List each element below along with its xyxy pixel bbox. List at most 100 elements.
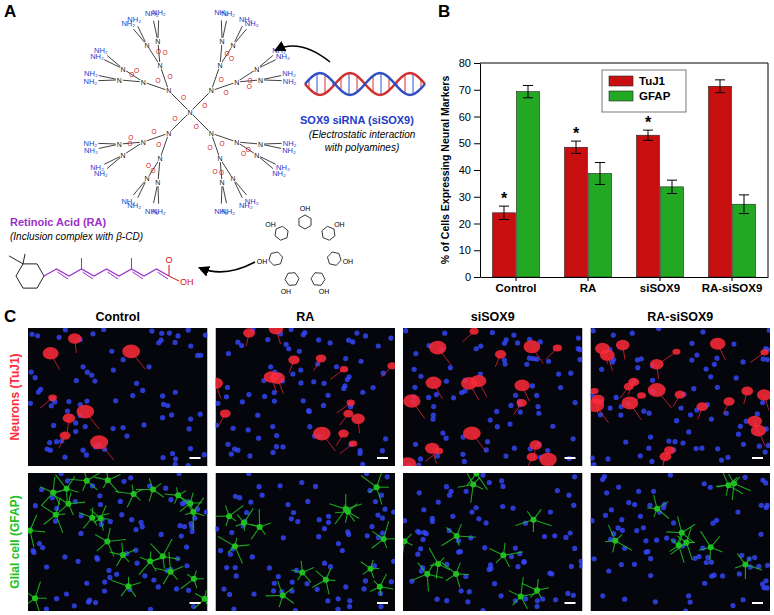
amine-label: NH₂ [245, 19, 259, 28]
neurite [438, 348, 452, 366]
nucleus [184, 544, 189, 549]
nucleus [363, 578, 368, 583]
scale-bar [752, 602, 763, 604]
x-axis: ControlRAsiSOX9RA-siSOX9 [481, 277, 769, 294]
glial-process [522, 583, 537, 590]
nucleus [565, 591, 570, 596]
nucleus [759, 503, 764, 508]
glial-process [513, 596, 521, 605]
neurite [607, 355, 612, 370]
glial-process [647, 507, 657, 509]
error-bar [499, 206, 509, 219]
nucleus [226, 351, 231, 356]
neurite [662, 352, 677, 362]
glial-process [496, 555, 503, 563]
neurite [462, 331, 474, 342]
y-tick: 10 [459, 244, 480, 256]
glucose-ring [311, 273, 325, 286]
glial-process [326, 580, 329, 595]
neurite [412, 401, 425, 418]
sirna-helix [305, 73, 425, 95]
nucleus [44, 564, 49, 569]
plot-frame [480, 63, 768, 277]
nitrogen-label: N [220, 38, 225, 45]
neurite [59, 436, 65, 448]
hydroxyl-label: OH [300, 205, 311, 212]
nucleus [160, 455, 165, 460]
neurite [495, 354, 500, 367]
nucleus [227, 592, 232, 597]
glial-process [374, 581, 380, 587]
nucleus [286, 346, 291, 351]
nitrogen-label: N [157, 155, 162, 162]
carbonyl-label: O [229, 55, 234, 62]
legend-label: TuJ1 [639, 75, 666, 87]
micrograph [591, 328, 771, 466]
nitrogen-label: N [166, 87, 171, 94]
carbonyl-label: O [241, 150, 246, 157]
nucleus [138, 520, 143, 525]
glial-process [699, 547, 711, 550]
glucose-ring [269, 252, 283, 265]
nucleus [85, 370, 90, 375]
glial-process [188, 505, 193, 512]
nucleus [449, 489, 454, 494]
nucleus [738, 424, 743, 429]
nucleus [188, 343, 193, 348]
carbonyl-label: O [155, 77, 160, 84]
glial-process [67, 489, 79, 492]
nucleus [156, 584, 161, 589]
strand [305, 73, 425, 95]
nucleus [129, 517, 134, 522]
nucleus [512, 446, 517, 451]
nucleus [708, 374, 713, 379]
nucleus [188, 416, 193, 421]
nucleus [141, 422, 146, 427]
glial-process [457, 524, 462, 536]
atom-backing [165, 87, 172, 94]
nucleus [444, 379, 449, 384]
nucleus [758, 532, 763, 537]
nitrogen-label: N [209, 130, 214, 137]
glial-process [110, 552, 123, 555]
nucleus [609, 507, 614, 512]
nucleus [577, 357, 582, 362]
y-axis: 01020304050607080 [459, 57, 481, 283]
nucleus [360, 462, 365, 466]
glial-process [134, 489, 143, 494]
bond [119, 80, 143, 82]
nucleus [719, 458, 724, 463]
nucleus [558, 385, 563, 390]
neurite [597, 400, 599, 414]
glial-process [726, 485, 728, 495]
nucleus [545, 448, 550, 453]
nucleus [272, 581, 277, 586]
glial-process [403, 534, 404, 541]
glial-process [111, 580, 128, 586]
x-axis-line [481, 277, 769, 278]
glial-process [101, 518, 104, 530]
nucleus [336, 596, 341, 601]
hydroxyl-label: OH [334, 221, 345, 228]
nitrogen-label: N [187, 109, 192, 116]
glial-process [55, 475, 66, 489]
amine-label: NH₂ [152, 8, 166, 17]
glial-process [136, 489, 153, 490]
nucleus [434, 392, 439, 397]
nucleus [604, 490, 609, 495]
atom-backing [218, 179, 225, 186]
y-tick-label: 20 [459, 218, 471, 230]
nucleus [417, 490, 422, 495]
glial-process [266, 595, 283, 596]
nucleus [304, 581, 309, 586]
nucleus [731, 341, 736, 346]
nucleus [140, 388, 145, 393]
glial-process [30, 531, 34, 547]
glial-process [194, 571, 197, 579]
nucleus [268, 364, 273, 369]
glial-process [735, 565, 745, 568]
nucleus [534, 604, 539, 609]
carbonyl-label: O [156, 141, 161, 148]
x-tick-label: RA [580, 282, 597, 294]
glial-process [345, 494, 346, 509]
